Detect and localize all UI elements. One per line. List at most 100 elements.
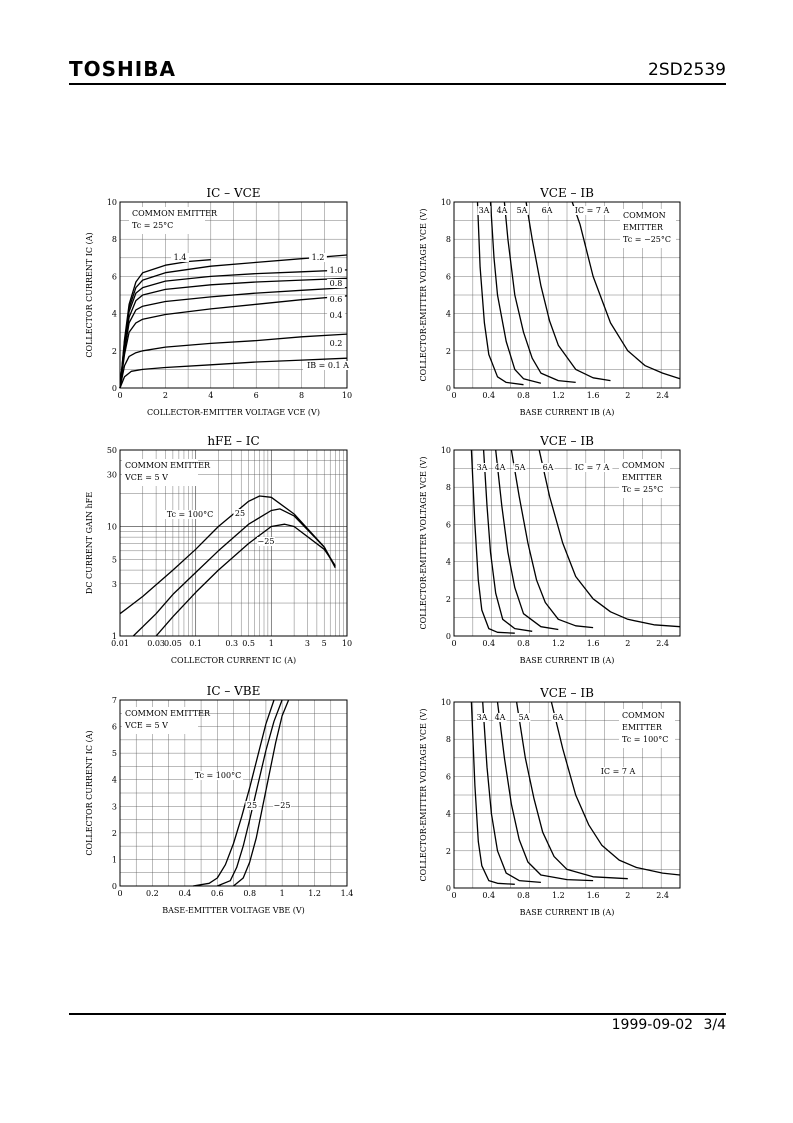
chart-annotation: VCE = 5 V xyxy=(124,721,168,730)
curve-label: 3A xyxy=(477,713,488,722)
chart-vce-ib-100: 0 0.4 0.8 1.2 1.6 2 2.4 0 2 4 6 8 10 VCE – IB BASE CUR… xyxy=(410,678,700,928)
x-tick-label: 1.2 xyxy=(552,639,565,648)
x-tick-label: 1.6 xyxy=(587,391,600,400)
chart-title: hFE – IC xyxy=(207,434,259,448)
x-tick-label: 0.05 xyxy=(164,639,182,648)
chart-title: IC – VBE xyxy=(207,684,261,698)
chart-annotation: COMMON xyxy=(622,461,665,470)
chart-svg: 0 0.4 0.8 1.2 1.6 2 2.4 0 2 4 6 8 10 VCE – IB BASE CUR… xyxy=(419,186,681,417)
y-tick-label: 2 xyxy=(446,347,451,356)
chart-svg: 0 2 4 6 8 10 0 2 4 6 8 10 IC – VCE COLLECTOR-EMITTER … xyxy=(85,186,353,417)
y-tick-label: 7 xyxy=(112,696,117,705)
curve-label: −25 xyxy=(258,537,275,546)
series-line xyxy=(571,201,681,380)
y-axis-label: COLLECTOR CURRENT IC (A) xyxy=(85,730,94,855)
annotation-bg xyxy=(122,707,198,734)
curve-label-bg xyxy=(193,771,243,780)
plot-frame xyxy=(119,449,348,637)
x-tick-label: 0.4 xyxy=(178,889,191,898)
x-tick-label: 2 xyxy=(163,391,168,400)
y-tick-label: 1 xyxy=(112,632,117,641)
y-axis-label: COLLECTOR-EMITTER VOLTAGE VCE (V) xyxy=(419,209,428,382)
x-tick-label: 3 xyxy=(305,639,310,648)
curve-label: IC = 7 A xyxy=(601,767,636,776)
y-tick-label: 10 xyxy=(441,446,451,455)
y-tick-label: 4 xyxy=(112,310,117,319)
curve-label-bg xyxy=(165,510,215,519)
series-line xyxy=(496,701,594,882)
curve-label-bg xyxy=(571,206,613,215)
plot-frame xyxy=(453,701,681,889)
curve-label: 3A xyxy=(477,463,488,472)
curve-label: 4A xyxy=(495,463,506,472)
series-line xyxy=(510,449,594,629)
annotation-bg xyxy=(122,459,198,486)
series-line xyxy=(119,277,348,389)
curve-label: 0.2 xyxy=(330,339,343,348)
y-tick-label: 8 xyxy=(446,735,451,744)
x-axis-label: BASE CURRENT IB (A) xyxy=(520,908,615,917)
x-tick-label: 0.3 xyxy=(225,639,238,648)
part-number: 2SD2539 xyxy=(648,60,726,80)
y-axis-label: DC CURRENT GAIN hFE xyxy=(85,492,94,594)
series-line xyxy=(119,286,348,389)
curve-label: 0.8 xyxy=(330,279,343,288)
x-tick-label: 0.4 xyxy=(482,639,495,648)
chart-svg: 0 0.2 0.4 0.6 0.8 1 1.2 1.4 0 1 2 3 4 5 6 7 IC – VBE BASE… xyxy=(85,684,353,915)
chart-vce-ib-m25: 0 0.4 0.8 1.2 1.6 2 2.4 0 2 4 6 8 10 VCE – IB BASE CUR… xyxy=(410,178,700,428)
y-tick-label: 2 xyxy=(446,847,451,856)
y-tick-label: 0 xyxy=(446,884,451,893)
series-line xyxy=(470,449,515,634)
annotation-bg xyxy=(619,459,670,498)
x-tick-label: 2 xyxy=(625,639,630,648)
curve-label-bg xyxy=(273,801,291,810)
chart-title: IC – VCE xyxy=(206,186,260,200)
curve-label-bg xyxy=(477,206,491,215)
series-line xyxy=(155,523,336,637)
y-axis-label: COLLECTOR-EMITTER VOLTAGE VCE (V) xyxy=(419,457,428,630)
x-tick-label: 1 xyxy=(280,889,285,898)
series-line xyxy=(525,201,611,382)
curve-label-bg xyxy=(541,463,555,472)
y-axis-label: COLLECTOR CURRENT IC (A) xyxy=(85,232,94,357)
x-tick-label: 5 xyxy=(322,639,327,648)
chart-annotation: EMITTER xyxy=(622,723,663,732)
series-line xyxy=(538,449,681,628)
footer-date: 1999-09-02 xyxy=(611,1017,694,1033)
footer-page: 3/4 xyxy=(703,1017,726,1033)
curve-label-bg xyxy=(257,537,275,546)
curve-label: IB = 0.1 A xyxy=(307,361,349,370)
curve-label-bg xyxy=(327,266,345,275)
x-tick-label: 0.8 xyxy=(517,391,530,400)
x-tick-label: 0 xyxy=(451,891,456,900)
series-line xyxy=(119,495,336,615)
series-line xyxy=(476,201,524,386)
x-tick-label: 1.2 xyxy=(308,889,321,898)
curve-label: 4A xyxy=(497,206,508,215)
x-tick-label: 0.1 xyxy=(189,639,202,648)
x-tick-label: 0.6 xyxy=(211,889,224,898)
curve-label-bg xyxy=(327,295,345,304)
x-tick-label: 2 xyxy=(625,391,630,400)
x-axis-label: COLLECTOR CURRENT IC (A) xyxy=(171,656,296,665)
curve-label-bg xyxy=(327,339,345,348)
x-tick-label: 0.8 xyxy=(517,639,530,648)
y-tick-label: 6 xyxy=(112,272,117,281)
chart-annotation: Tc = 25°C xyxy=(132,221,173,230)
curve-label-bg xyxy=(233,509,247,518)
curve-label: 5A xyxy=(519,713,530,722)
plot-frame xyxy=(453,201,681,389)
chart-svg: 0 0.4 0.8 1.2 1.6 2 2.4 0 2 4 6 8 10 VCE – IB BASE CUR… xyxy=(419,686,681,917)
curve-label-bg xyxy=(309,253,327,262)
chart-title: VCE – IB xyxy=(539,686,594,700)
x-tick-label: 0.01 xyxy=(111,639,129,648)
y-tick-label: 3 xyxy=(112,580,117,589)
series-line xyxy=(119,357,348,389)
chart-annotation: EMITTER xyxy=(623,223,664,232)
y-tick-label: 4 xyxy=(446,310,451,319)
y-tick-label: 10 xyxy=(441,198,451,207)
curve-label: 4A xyxy=(495,713,506,722)
y-tick-label: 10 xyxy=(441,698,451,707)
curve-label: Tc = 100°C xyxy=(167,510,213,519)
series-line xyxy=(489,201,542,384)
